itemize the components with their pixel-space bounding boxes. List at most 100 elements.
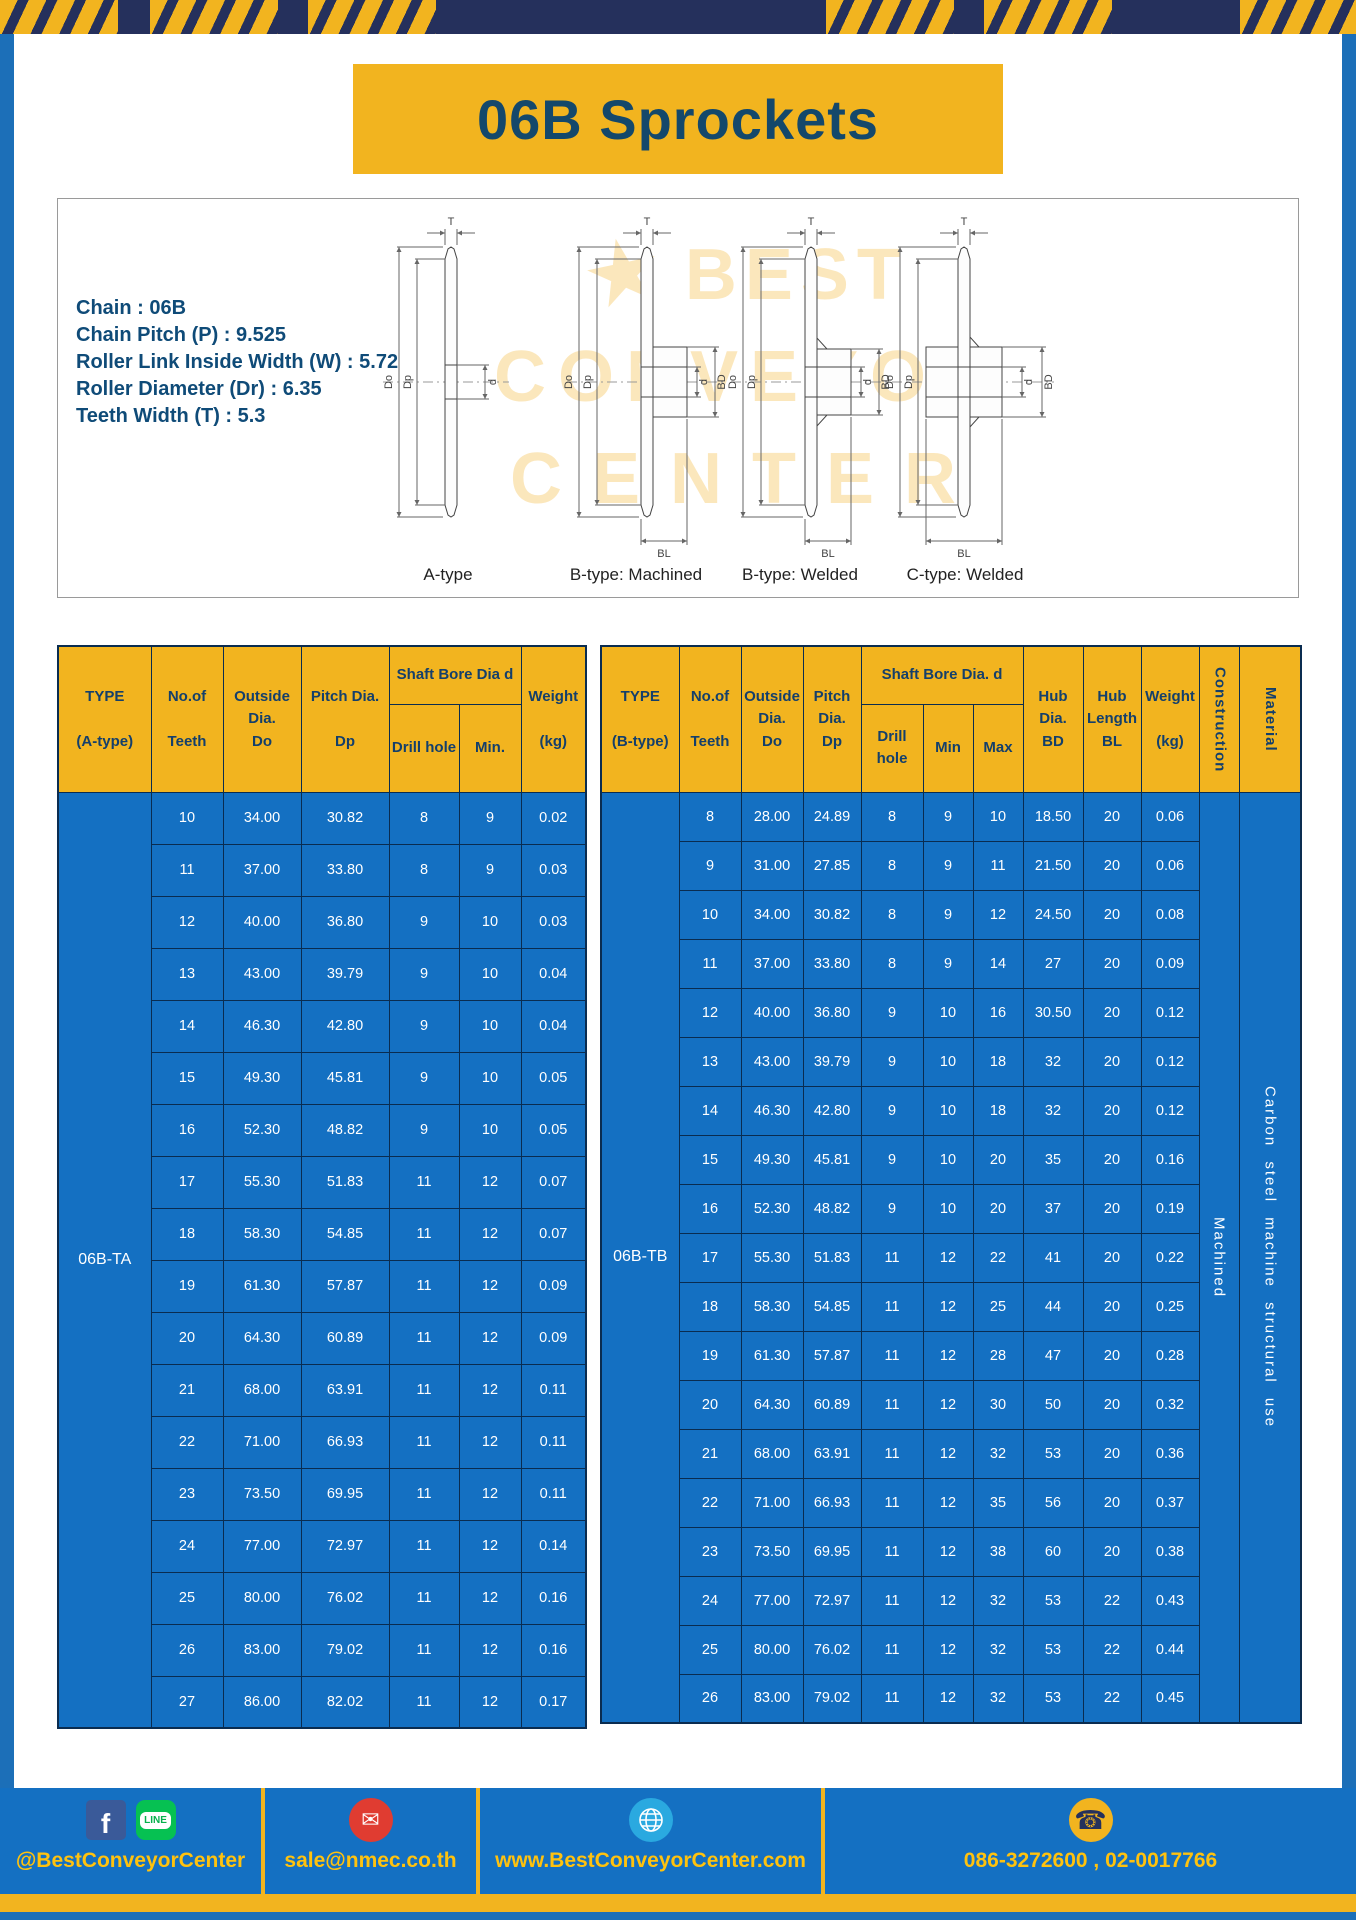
col-header-pitch-dia: Pitch Dia. Dp bbox=[802, 645, 862, 793]
footer: f LINE @BestConveyorCenter ✉ sale@nmec.c… bbox=[0, 1788, 1356, 1894]
cell: 54.85 bbox=[300, 1207, 390, 1261]
footer-email-section: ✉ sale@nmec.co.th bbox=[265, 1788, 480, 1894]
cell: 11 bbox=[678, 938, 742, 989]
spec-line: Teeth Width (T) : 5.3 bbox=[76, 405, 266, 427]
cell: 0.09 bbox=[520, 1311, 587, 1365]
cell: 12 bbox=[150, 895, 224, 949]
globe-icon[interactable] bbox=[628, 1798, 673, 1842]
col-header-outside-dia: Outside Dia. Do bbox=[740, 645, 804, 793]
cell: 0.28 bbox=[1140, 1330, 1200, 1381]
table-row: 15 49.30 45.81 9 10 0.05 bbox=[58, 1051, 587, 1105]
cell: 20 bbox=[1082, 1281, 1142, 1332]
cell: 10 bbox=[922, 1036, 974, 1087]
cell: 49.30 bbox=[222, 1051, 302, 1105]
table-row: 9 31.00 27.85 8 9 11 21.50 20 0.06 bbox=[601, 840, 1301, 891]
cell: 36.80 bbox=[802, 987, 862, 1038]
table-row: 11 37.00 33.80 8 9 0.03 bbox=[58, 843, 587, 897]
drawing-caption: B-type: Machined bbox=[569, 565, 703, 584]
cell: 55.30 bbox=[222, 1155, 302, 1209]
cell: 0.17 bbox=[520, 1675, 587, 1729]
cell: 30 bbox=[972, 1379, 1024, 1430]
sprocket-section-c-welded-icon: T Do Dp d BD BL bbox=[884, 216, 1055, 559]
cell: 0.22 bbox=[1140, 1232, 1200, 1283]
footer-phone-section: ☎ 086-3272600 , 02-0017766 bbox=[825, 1788, 1356, 1894]
footer-website: www.BestConveyorCenter.com bbox=[495, 1849, 806, 1872]
cell: 31.00 bbox=[740, 840, 804, 891]
cell: 20 bbox=[1082, 987, 1142, 1038]
col-header-max: Max bbox=[972, 703, 1024, 793]
dim-label-d: d bbox=[487, 379, 499, 385]
cell: 39.79 bbox=[300, 947, 390, 1001]
phone-icon[interactable]: ☎ bbox=[1068, 1798, 1113, 1842]
cell: 60 bbox=[1022, 1526, 1084, 1577]
facebook-icon[interactable]: f bbox=[85, 1800, 126, 1840]
cell: 10 bbox=[922, 1085, 974, 1136]
cell: 9 bbox=[388, 947, 460, 1001]
hazard-stripe bbox=[826, 0, 954, 34]
table-row: 22 71.00 66.93 11 12 35 56 20 0.37 bbox=[601, 1477, 1301, 1528]
cell: 53 bbox=[1022, 1428, 1084, 1479]
col-header-material: Material bbox=[1238, 645, 1302, 793]
cell: 76.02 bbox=[802, 1624, 862, 1675]
drawing-c-type-welded: T Do Dp d BD BL C-type: Welded bbox=[870, 207, 1060, 593]
cell: 12 bbox=[458, 1311, 522, 1365]
cell: 12 bbox=[458, 1675, 522, 1729]
cell: 11 bbox=[388, 1415, 460, 1469]
construction-cell: Machined bbox=[1198, 791, 1240, 1724]
cell: 15 bbox=[678, 1134, 742, 1185]
col-header-min: Min bbox=[922, 703, 974, 793]
table-row: 21 68.00 63.91 11 12 32 53 20 0.36 bbox=[601, 1428, 1301, 1479]
line-icon[interactable]: LINE bbox=[135, 1800, 176, 1840]
cell: 10 bbox=[922, 1183, 974, 1234]
cell: 9 bbox=[388, 895, 460, 949]
cell: 11 bbox=[388, 1259, 460, 1313]
cell: 10 bbox=[972, 791, 1024, 842]
cell: 11 bbox=[388, 1311, 460, 1365]
footer-social-handle: @BestConveyorCenter bbox=[15, 1849, 246, 1872]
footer-email: sale@nmec.co.th bbox=[284, 1849, 457, 1872]
cell: 9 bbox=[860, 1036, 924, 1087]
cell: 12 bbox=[458, 1519, 522, 1573]
cell: 0.11 bbox=[520, 1467, 587, 1521]
cell: 60.89 bbox=[300, 1311, 390, 1365]
cell: 11 bbox=[388, 1363, 460, 1417]
cell: 56 bbox=[1022, 1477, 1084, 1528]
cell: 15 bbox=[150, 1051, 224, 1105]
cell: 33.80 bbox=[802, 938, 862, 989]
dim-label-do: Do bbox=[884, 375, 896, 389]
cell: 22 bbox=[1082, 1673, 1142, 1724]
cell: 20 bbox=[1082, 1085, 1142, 1136]
cell: 11 bbox=[150, 843, 224, 897]
cell: 30.82 bbox=[300, 791, 390, 845]
cell: 11 bbox=[860, 1379, 924, 1430]
dim-label-do: Do bbox=[727, 375, 739, 389]
cell: 20 bbox=[1082, 1330, 1142, 1381]
cell: 20 bbox=[1082, 1183, 1142, 1234]
cell: 0.12 bbox=[1140, 1085, 1200, 1136]
cell: 11 bbox=[860, 1428, 924, 1479]
cell: 9 bbox=[860, 1085, 924, 1136]
cell: 68.00 bbox=[222, 1363, 302, 1417]
dim-label-d: d bbox=[1023, 379, 1035, 385]
cell: 24 bbox=[150, 1519, 224, 1573]
cell: 12 bbox=[972, 889, 1024, 940]
cell: 25 bbox=[678, 1624, 742, 1675]
cell: 11 bbox=[860, 1624, 924, 1675]
type-cell: 06B-TB bbox=[600, 791, 680, 1724]
table-b-type: TYPE (B-type) No.of Teeth Outside Dia. D… bbox=[600, 645, 1302, 1724]
cell: 22 bbox=[150, 1415, 224, 1469]
cell: 82.02 bbox=[300, 1675, 390, 1729]
cell: 42.80 bbox=[802, 1085, 862, 1136]
cell: 32 bbox=[972, 1575, 1024, 1626]
cell: 12 bbox=[922, 1526, 974, 1577]
cell: 27 bbox=[150, 1675, 224, 1729]
drawing-a-type: T Do Dp d A-type bbox=[353, 207, 543, 593]
cell: 11 bbox=[388, 1571, 460, 1625]
cell: 21 bbox=[678, 1428, 742, 1479]
cell: 0.43 bbox=[1140, 1575, 1200, 1626]
cell: 11 bbox=[860, 1232, 924, 1283]
email-icon[interactable]: ✉ bbox=[348, 1798, 393, 1842]
cell: 0.37 bbox=[1140, 1477, 1200, 1528]
table-row: 06B-TA 10 34.00 30.82 8 9 0.02 bbox=[57, 791, 587, 1729]
drawing-caption: A-type bbox=[423, 565, 473, 584]
